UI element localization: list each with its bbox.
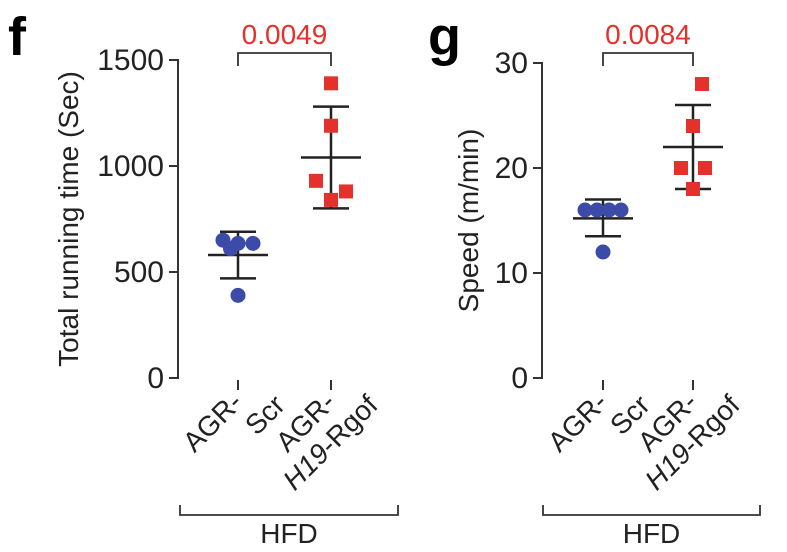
significance-bracket xyxy=(602,52,694,66)
y-tick-label: 1000 xyxy=(97,150,164,183)
y-axis-title: Speed (m/min) xyxy=(453,129,484,313)
data-point-square xyxy=(339,184,353,199)
data-point-square xyxy=(695,77,709,91)
group-label: HFD xyxy=(260,518,318,549)
x-category-label: AGR-Scr xyxy=(177,367,291,481)
y-axis-title: Total running time (Sec) xyxy=(53,71,84,367)
panel-letter: f xyxy=(8,7,27,67)
group-label: HFD xyxy=(623,518,681,549)
x-category-label-line1: AGR- xyxy=(177,386,248,457)
y-tick-label: 30 xyxy=(495,47,528,80)
data-point-circle xyxy=(230,287,246,303)
data-point-square xyxy=(686,119,700,133)
data-point-circle xyxy=(577,202,593,218)
significance-bracket xyxy=(237,52,332,66)
data-point-square xyxy=(324,192,338,207)
data-point-circle xyxy=(223,241,238,257)
group-bracket xyxy=(542,505,761,516)
data-point-square xyxy=(324,118,338,133)
data-point-circle xyxy=(589,202,605,218)
y-tick-label: 10 xyxy=(495,257,528,290)
data-point-circle xyxy=(595,244,611,260)
data-point-circle xyxy=(601,202,617,218)
x-category-label-line1: AGR- xyxy=(542,386,613,457)
data-point-square xyxy=(686,182,700,196)
panel-g: g 0 10 20 30 Speed (m/min) AGR-ScrAGR-H19-Rgof… xyxy=(428,7,761,549)
y-tick-label: 500 xyxy=(114,256,164,289)
data-point-circle xyxy=(613,202,629,218)
data-point-circle xyxy=(245,235,261,251)
data-point-square xyxy=(674,161,688,175)
p-value-label: 0.0084 xyxy=(605,19,691,50)
group-bracket xyxy=(179,505,399,516)
x-category-label: AGR-Scr xyxy=(542,367,656,481)
y-tick-label: 0 xyxy=(511,362,528,395)
x-category-label: AGR-H19-Rgof xyxy=(254,366,383,495)
p-value-label: 0.0049 xyxy=(242,19,328,50)
y-tick-label: 1500 xyxy=(97,44,164,77)
x-category-label: AGR-H19-Rgof xyxy=(616,366,745,495)
data-point-square xyxy=(309,173,323,188)
panel-f: f 0 500 1000 1500 Total running time (Sec) AGR… xyxy=(8,7,399,549)
y-tick-label: 0 xyxy=(147,362,164,395)
data-point-square xyxy=(324,76,338,91)
data-point-square xyxy=(698,161,712,175)
panel-letter: g xyxy=(428,7,461,67)
y-tick-label: 20 xyxy=(495,152,528,185)
